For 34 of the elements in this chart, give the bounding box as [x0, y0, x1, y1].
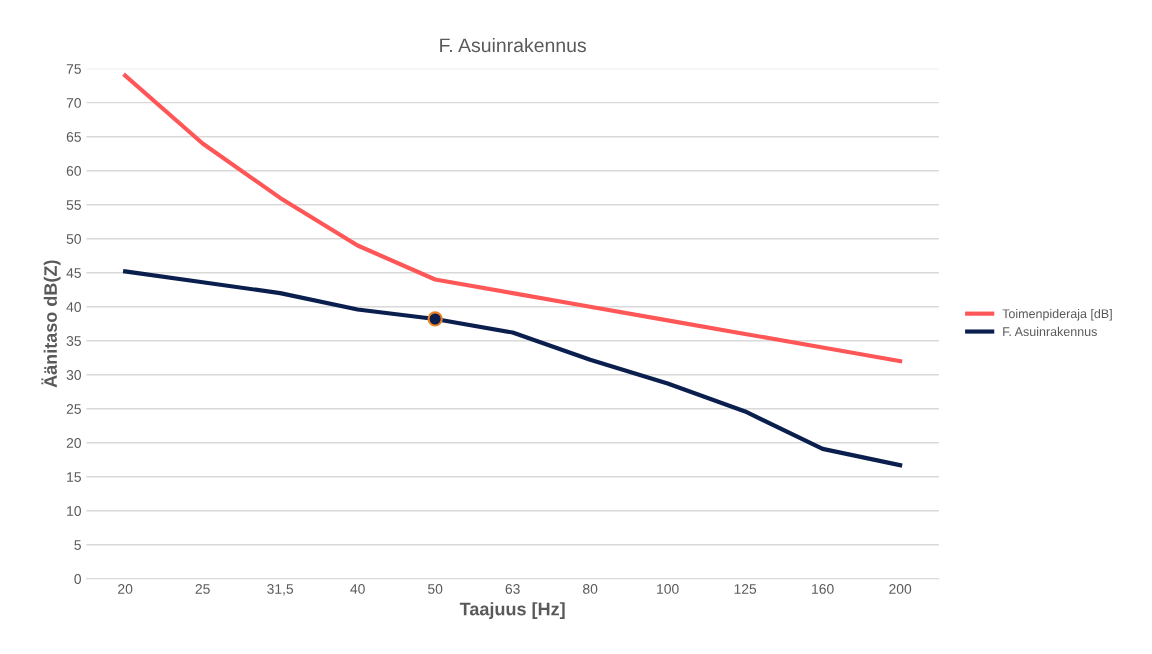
x-axis-title: Taajuus [Hz] — [459, 602, 565, 619]
y-tick-label: 55 — [66, 200, 81, 210]
y-tick-label: 30 — [66, 370, 81, 380]
y-axis-title: Äänitaso dB(Z) — [41, 260, 61, 388]
x-tick-label: 40 — [350, 584, 365, 594]
x-tick-label: 80 — [583, 584, 598, 594]
y-tick-label: 20 — [66, 438, 81, 448]
x-tick-label: 125 — [734, 584, 757, 594]
y-tick-label: 25 — [66, 404, 81, 414]
y-tick-label: 75 — [66, 64, 81, 74]
line-series — [123, 73, 903, 364]
y-tick-label: 40 — [66, 302, 81, 312]
x-tick-label: 25 — [195, 584, 210, 594]
x-tick-label: 160 — [812, 584, 834, 594]
y-tick-label: 50 — [66, 234, 81, 244]
y-tick-label: 10 — [67, 506, 81, 516]
x-tick-label: 50 — [427, 584, 443, 594]
x-tick-label: 100 — [657, 584, 679, 594]
y-tick-label: 0 — [74, 574, 81, 584]
y-tick-label: 60 — [66, 166, 81, 176]
line-series — [123, 269, 903, 468]
y-tick-label: 65 — [66, 132, 81, 142]
legend-label: F. Asuinrakennus — [1003, 326, 1097, 337]
chart-title: F. Asuinrakennus — [440, 37, 586, 53]
y-tick-label: 70 — [66, 98, 81, 108]
y-tick-label: 45 — [66, 268, 81, 278]
x-tick-label: 31,5 — [267, 584, 294, 596]
y-tick-label: 15 — [67, 472, 81, 482]
y-tick-label: 35 — [66, 336, 81, 346]
x-tick-label: 63 — [505, 584, 520, 594]
x-tick-label: 20 — [118, 584, 133, 594]
x-tick-label: 200 — [889, 584, 912, 594]
legend-label: Toimenpideraja [dB] — [1002, 308, 1112, 321]
y-tick-label: 5 — [74, 540, 81, 550]
